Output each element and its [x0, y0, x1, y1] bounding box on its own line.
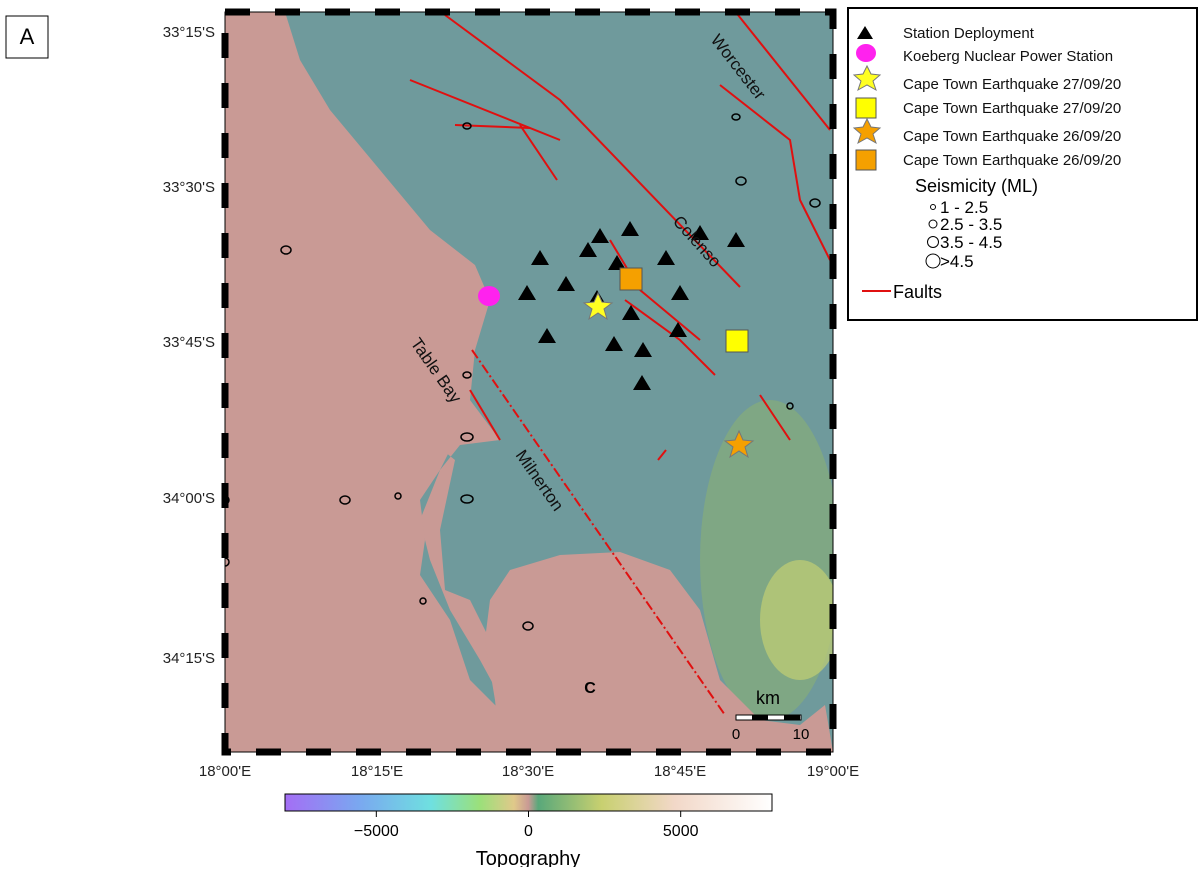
legend-label: >4.5 — [940, 252, 974, 271]
lat-ticks: 33°15'S 33°30'S 33°45'S 34°00'S 34°15'S — [163, 24, 215, 667]
lat-tick: 33°30'S — [163, 179, 215, 196]
lon-ticks: 18°00'E 18°15'E 18°30'E 18°45'E 19°00'E — [199, 763, 859, 780]
legend-label: 2.5 - 3.5 — [940, 215, 1002, 234]
colorbar-tick-label: 0 — [524, 823, 533, 840]
lat-tick: 34°15'S — [163, 650, 215, 667]
legend-label: Koeberg Nuclear Power Station — [903, 48, 1113, 65]
legend-label: Faults — [893, 282, 942, 302]
scale-label: 0 — [732, 726, 740, 743]
figure: A Worcest — [0, 0, 1204, 867]
lon-tick: 18°00'E — [199, 763, 251, 780]
legend-label: Cape Town Earthquake 26/09/20 — [903, 128, 1121, 145]
legend-label: 3.5 - 4.5 — [940, 233, 1002, 252]
lon-tick: 18°45'E — [654, 763, 706, 780]
lon-tick: 19°00'E — [807, 763, 859, 780]
map-label: C — [584, 680, 596, 697]
legend-label: Cape Town Earthquake 27/09/20 — [903, 76, 1121, 93]
lon-tick: 18°15'E — [351, 763, 403, 780]
legend-title: Seismicity (ML) — [915, 176, 1038, 196]
legend-label: Station Deployment — [903, 25, 1035, 42]
legend-label: Cape Town Earthquake 27/09/20 — [903, 100, 1121, 117]
map: Worcester Colenso Table Bay Milnerton C … — [221, 12, 840, 752]
scale-unit: km — [756, 688, 780, 708]
colorbar: Topography −5000 0 5000 — [285, 794, 772, 867]
lat-tick: 33°45'S — [163, 334, 215, 351]
scale-label: 10 — [793, 726, 810, 743]
colorbar-tick-label: −5000 — [354, 823, 399, 840]
colorbar-title: Topography — [476, 848, 581, 867]
lat-tick: 34°00'S — [163, 490, 215, 507]
legend: Station Deployment Koeberg Nuclear Power… — [848, 8, 1197, 320]
lat-tick: 33°15'S — [163, 24, 215, 41]
colorbar-tick-label: 5000 — [663, 823, 699, 840]
lon-tick: 18°30'E — [502, 763, 554, 780]
panel-label: A — [20, 24, 35, 49]
legend-label: Cape Town Earthquake 26/09/20 — [903, 152, 1121, 169]
